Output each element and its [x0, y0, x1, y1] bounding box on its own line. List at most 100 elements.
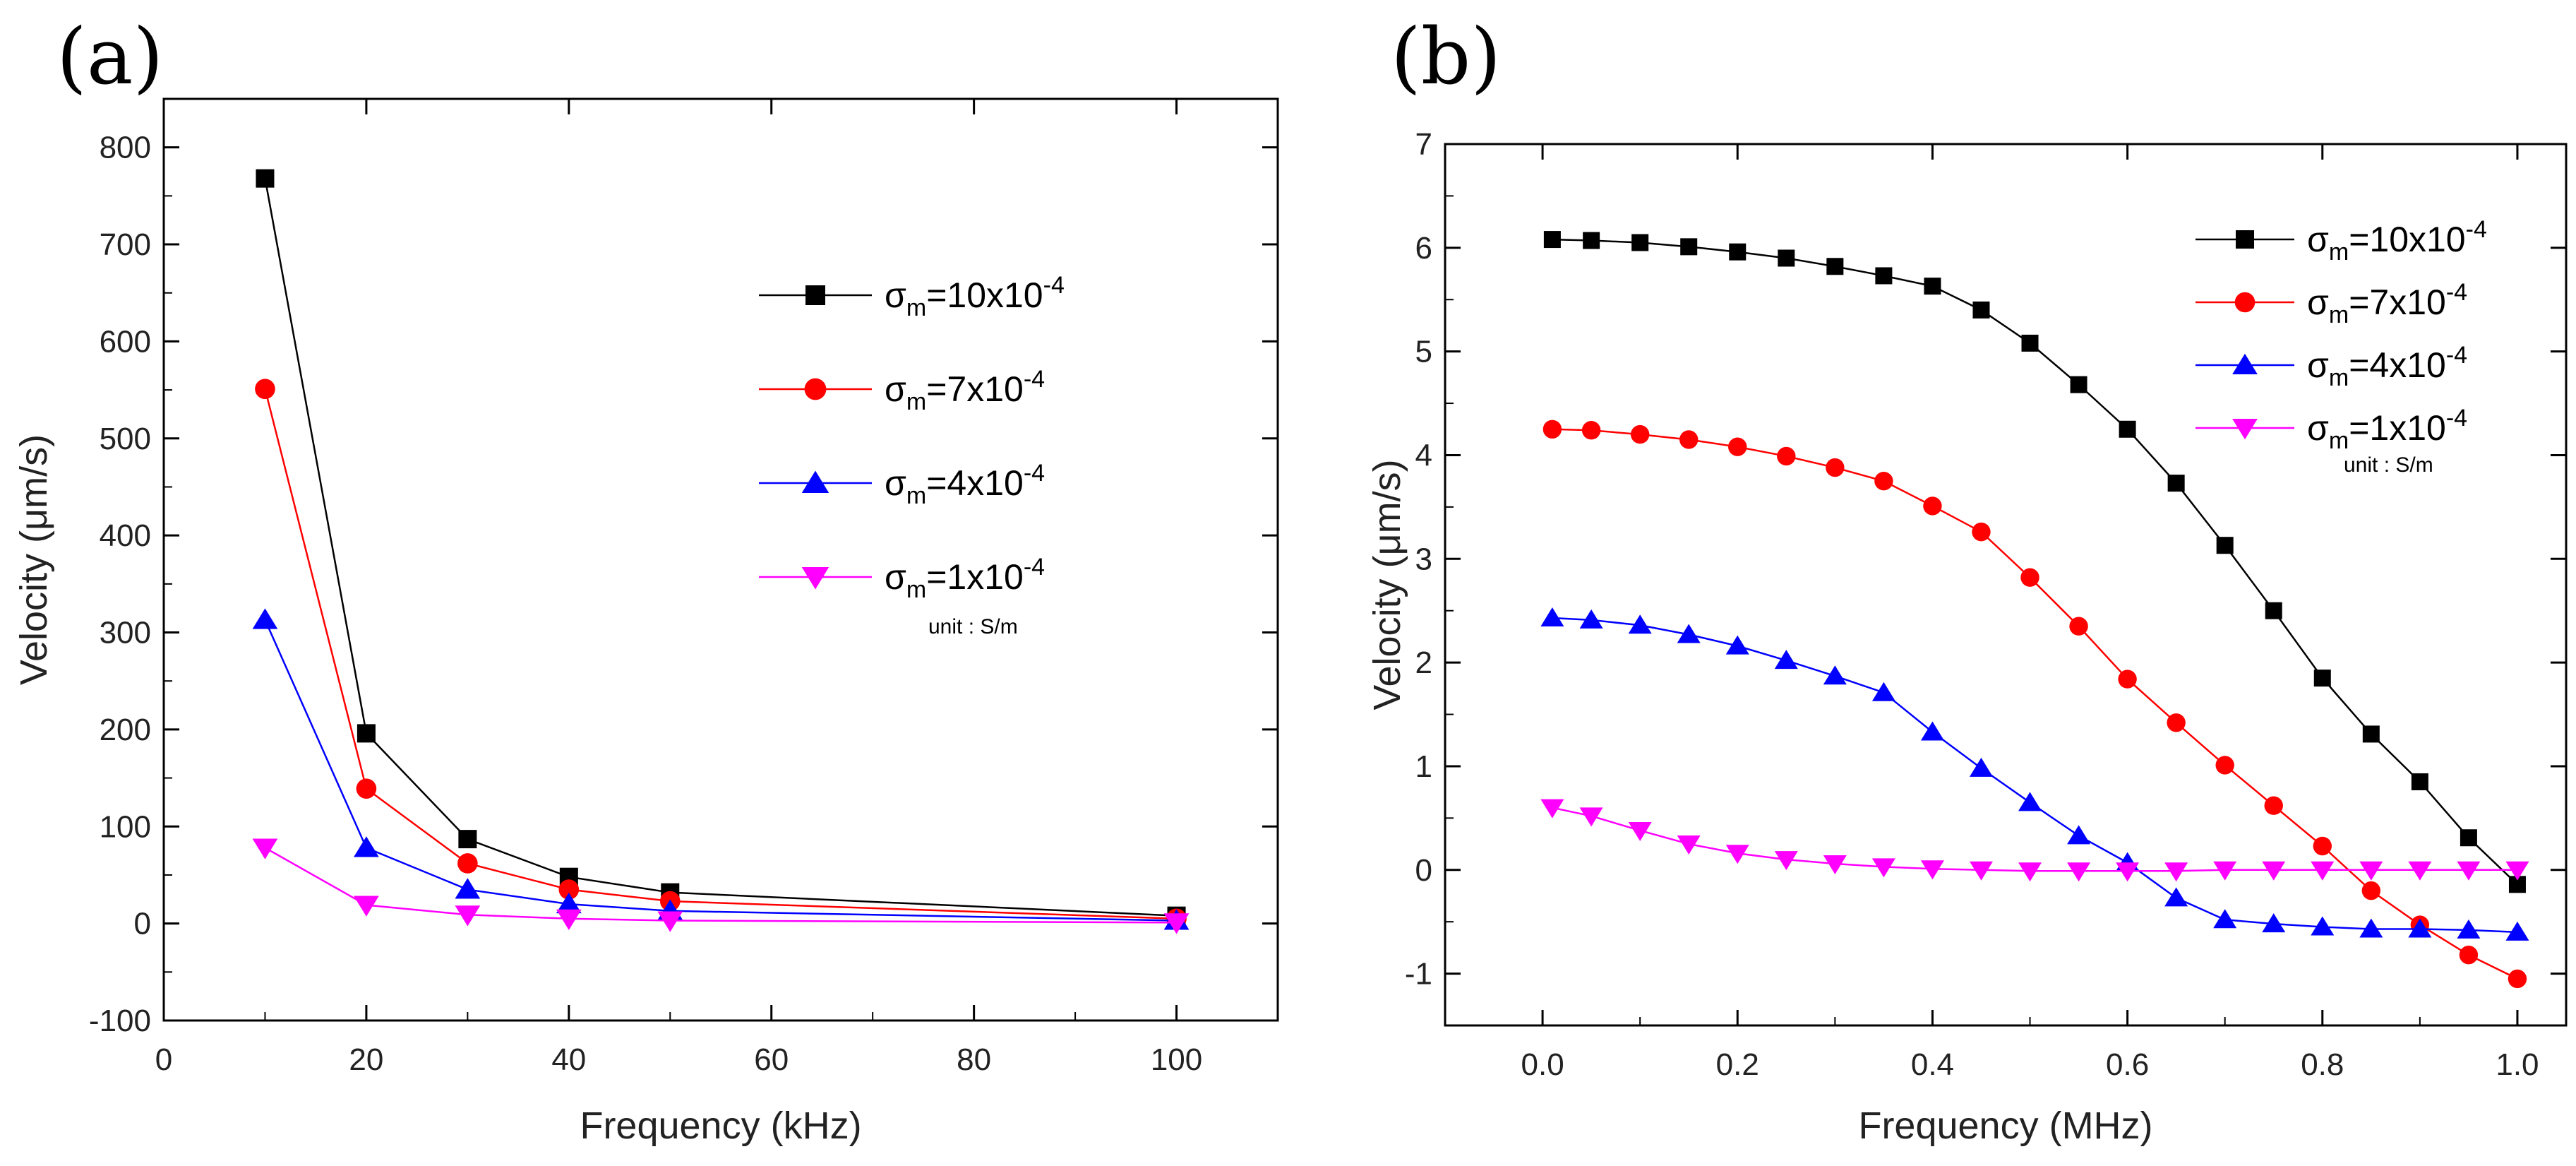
- data-point: [1826, 458, 1845, 477]
- legend-sigma: σ: [885, 369, 906, 409]
- legend-sigma: σ: [2307, 282, 2329, 322]
- data-point: [2457, 919, 2481, 939]
- data-point: [2311, 861, 2335, 881]
- y-tick-label: -1: [1405, 957, 1432, 992]
- legend-entry: σm=10x10-4: [885, 272, 1065, 321]
- data-point: [2215, 756, 2234, 775]
- data-point: [1540, 799, 1564, 819]
- x-tick-label: 20: [349, 1042, 383, 1077]
- y-tick-label: 100: [100, 809, 151, 844]
- legend-value: =10x10: [2349, 220, 2465, 259]
- y-tick-label: 700: [100, 227, 151, 262]
- data-point: [2067, 862, 2091, 882]
- y-tick-label: 4: [1415, 438, 1432, 472]
- data-point: [2262, 913, 2286, 933]
- data-point: [2361, 881, 2381, 900]
- data-point: [1778, 249, 1795, 267]
- legend-exponent: -4: [1024, 554, 1045, 581]
- data-point: [1871, 682, 1895, 701]
- series-line: [264, 178, 1177, 917]
- data-point: [2411, 773, 2428, 790]
- data-point: [2359, 918, 2383, 938]
- legend: σm=10x10-4σm=7x10-4σm=4x10-4σm=1x10-4uni…: [2195, 216, 2487, 477]
- data-point: [1628, 614, 1652, 634]
- data-point: [1823, 665, 1847, 685]
- data-point: [1920, 860, 1944, 880]
- y-tick-label: 5: [1415, 335, 1432, 369]
- legend-marker: [801, 567, 829, 590]
- data-point: [2167, 713, 2186, 732]
- panel-b: (b) 0.0 0.2 0.4 0.6 0.8 1.0 -1 0 1 2 3 4 5 6 7 Frequency…: [1366, 11, 2568, 1147]
- data-point: [2262, 861, 2286, 881]
- data-point: [2505, 861, 2529, 881]
- y-axis-title: Velocity (μm/s): [13, 434, 55, 685]
- data-point: [1923, 496, 1942, 516]
- legend: σm=10x10-4σm=7x10-4σm=4x10-4σm=1x10-4uni…: [759, 272, 1065, 638]
- y-tick-label: 2: [1415, 646, 1432, 680]
- data-point: [1631, 234, 1649, 251]
- series-3: [1540, 607, 2529, 941]
- data-point: [255, 379, 275, 400]
- data-point: [1581, 421, 1601, 440]
- series-4: [252, 838, 1190, 934]
- data-point: [2313, 670, 2331, 687]
- x-tick-label: 80: [957, 1042, 991, 1077]
- y-tick-label: -100: [89, 1004, 151, 1038]
- data-point: [1729, 243, 1747, 261]
- legend-value: =1x10: [2349, 408, 2446, 448]
- y-tick-label: 7: [1415, 127, 1432, 162]
- legend-subscript: m: [2329, 302, 2349, 328]
- data-point: [1969, 861, 1993, 881]
- data-point: [2213, 861, 2237, 881]
- data-point: [354, 896, 379, 917]
- legend-exponent: -4: [2446, 342, 2467, 369]
- data-point: [2116, 862, 2140, 882]
- x-tick-label: 0.8: [2301, 1047, 2344, 1082]
- data-point: [2460, 829, 2477, 847]
- legend-entry: σm=1x10-4: [2307, 405, 2467, 454]
- x-tick-label: 0.2: [1716, 1047, 1759, 1082]
- legend-marker: [2234, 292, 2256, 313]
- legend-value: =4x10: [926, 463, 1024, 503]
- legend-exponent: -4: [2446, 279, 2467, 306]
- data-point: [2118, 670, 2137, 689]
- data-point: [2020, 568, 2039, 587]
- data-point: [1823, 855, 1847, 874]
- x-tick-label: 60: [754, 1042, 789, 1077]
- legend-entry: σm=10x10-4: [2307, 216, 2487, 266]
- data-point: [657, 911, 683, 932]
- data-point: [256, 169, 275, 188]
- y-tick-label: 6: [1415, 231, 1432, 266]
- y-tick-label: 600: [100, 324, 151, 359]
- data-point: [2264, 796, 2283, 815]
- data-point: [1677, 624, 1701, 643]
- x-tick-label: 0.6: [2106, 1047, 2149, 1082]
- legend-marker: [2232, 419, 2258, 440]
- data-point: [1725, 845, 1749, 864]
- x-tick-label: 40: [551, 1042, 586, 1077]
- y-tick-label: 0: [1415, 853, 1432, 888]
- series-3: [252, 608, 1190, 930]
- y-tick-label: 0: [134, 907, 151, 941]
- legend-sigma: σ: [2307, 345, 2329, 385]
- data-point: [1579, 609, 1603, 629]
- data-point: [252, 608, 278, 629]
- legend-subscript: m: [906, 295, 926, 321]
- data-point: [2359, 861, 2383, 881]
- data-point: [1969, 757, 1993, 777]
- legend-entry: σm=1x10-4: [885, 554, 1045, 603]
- data-point: [1543, 231, 1561, 249]
- data-point: [558, 879, 580, 900]
- data-point: [2408, 918, 2432, 938]
- series-line: [264, 619, 1177, 922]
- panel-label: (a): [56, 11, 163, 102]
- data-point: [2313, 836, 2332, 856]
- x-tick-label: 1.0: [2496, 1047, 2539, 1082]
- data-point: [2311, 916, 2335, 936]
- data-point: [252, 838, 278, 859]
- legend-entry: σm=4x10-4: [2307, 342, 2467, 391]
- legend-entry: σm=7x10-4: [885, 366, 1045, 415]
- data-point: [2216, 537, 2234, 554]
- legend-value: =10x10: [926, 275, 1043, 315]
- data-point: [2119, 420, 2136, 438]
